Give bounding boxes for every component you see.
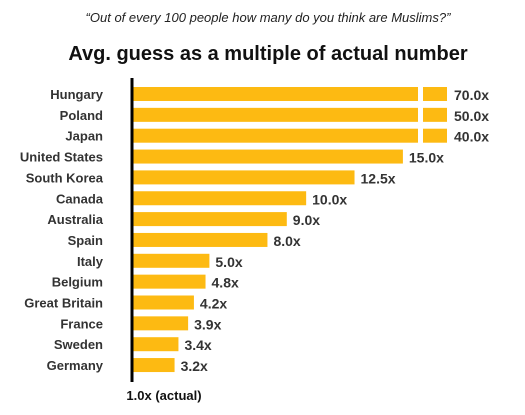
reference-line-label: 1.0x (actual)	[126, 388, 201, 403]
bar-break-stub-japan	[423, 128, 447, 143]
value-label-belgium: 4.8x	[212, 275, 239, 291]
bar-germany	[132, 358, 175, 373]
value-label-sweden: 3.4x	[184, 337, 211, 353]
bars	[132, 87, 447, 373]
bar-break-stub-poland	[423, 107, 447, 122]
value-label-germany: 3.2x	[181, 358, 208, 374]
bar-australia	[132, 212, 287, 227]
category-label-france: France	[60, 316, 103, 331]
value-label-south-korea: 12.5x	[361, 170, 396, 186]
value-label-hungary: 70.0x	[454, 87, 489, 103]
value-label-united-states: 15.0x	[409, 150, 444, 166]
bar-united-states	[132, 149, 403, 164]
category-label-great-britain: Great Britain	[24, 296, 103, 311]
bar-sweden	[132, 337, 179, 352]
category-label-italy: Italy	[77, 254, 104, 269]
bar-spain	[132, 232, 268, 247]
category-label-sweden: Sweden	[54, 337, 103, 352]
value-label-australia: 9.0x	[293, 212, 320, 228]
category-label-poland: Poland	[60, 108, 103, 123]
category-label-hungary: Hungary	[50, 87, 104, 102]
category-labels: Hungary Poland Japan United States South Kor…	[20, 87, 104, 373]
bar-break-stub-hungary	[423, 87, 447, 101]
category-label-south-korea: South Korea	[26, 170, 104, 185]
category-label-united-states: United States	[20, 150, 103, 165]
category-label-belgium: Belgium	[52, 275, 103, 290]
bar-hungary	[132, 87, 418, 101]
value-label-spain: 8.0x	[273, 233, 300, 249]
category-label-japan: Japan	[65, 129, 103, 144]
category-label-canada: Canada	[56, 191, 104, 206]
chart-subtitle: “Out of every 100 people how many do you…	[86, 10, 452, 25]
value-label-france: 3.9x	[194, 316, 221, 332]
bar-south-korea	[132, 170, 355, 185]
bar-poland	[132, 107, 418, 122]
category-label-australia: Australia	[47, 212, 103, 227]
bar-canada	[132, 191, 307, 206]
category-label-germany: Germany	[47, 358, 104, 373]
bar-belgium	[132, 274, 206, 289]
bar-japan	[132, 128, 418, 143]
bar-france	[132, 316, 189, 331]
chart-title: Avg. guess as a multiple of actual numbe…	[68, 43, 468, 65]
value-label-japan: 40.0x	[454, 129, 489, 145]
value-label-poland: 50.0x	[454, 108, 489, 124]
value-labels: 70.0x 50.0x 40.0x 15.0x 12.5x 10.0x 9.0x 8.0x 5.…	[181, 87, 490, 374]
value-label-canada: 10.0x	[312, 191, 347, 207]
category-label-spain: Spain	[68, 233, 103, 248]
bar-italy	[132, 253, 210, 268]
value-label-italy: 5.0x	[215, 254, 242, 270]
value-label-great-britain: 4.2x	[200, 296, 227, 312]
bar-great-britain	[132, 295, 194, 310]
